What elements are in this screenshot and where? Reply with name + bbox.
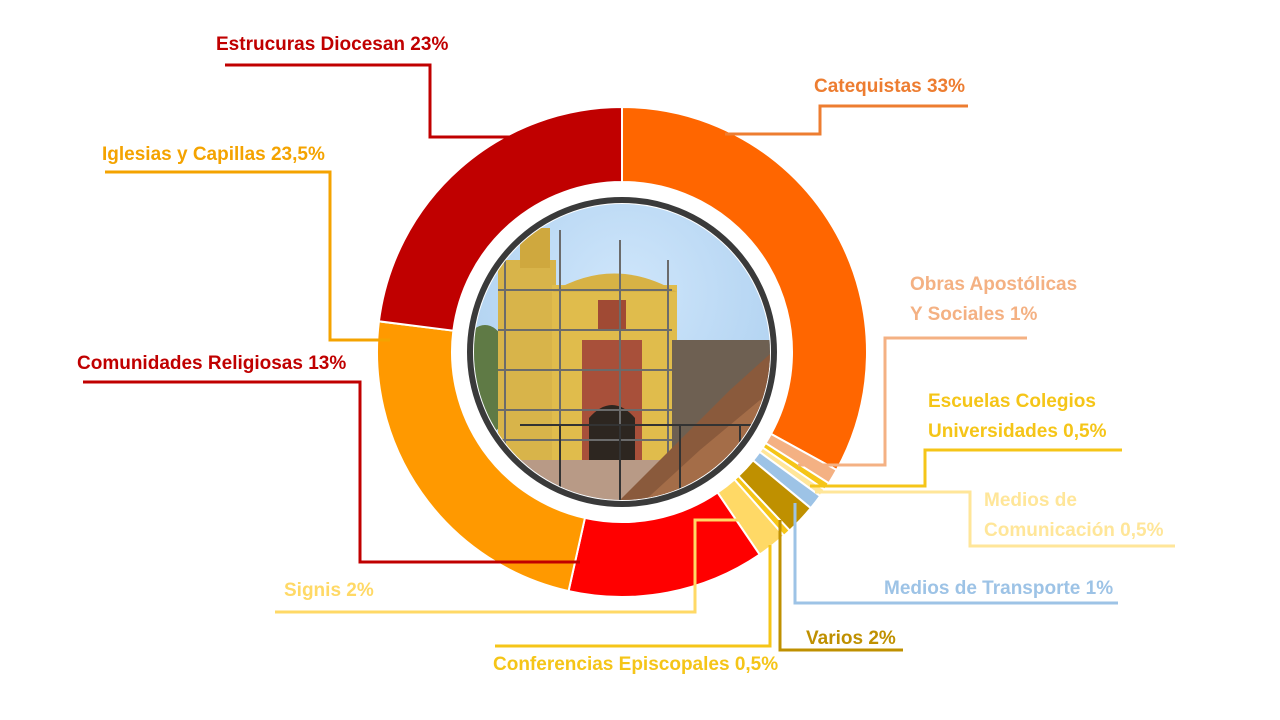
label-comunidades-religiosas: Comunidades Religiosas 13% [77,353,347,374]
label-comunicacion-line1: Medios de [984,490,1077,511]
slice-estrucuras-diocesan [377,105,623,332]
label-estrucuras-diocesan: Estrucuras Diocesan 23% [216,34,449,55]
church-photo [464,194,780,510]
label-signis: Signis 2% [284,580,374,601]
leader-line-iglesias-y-capillas [105,170,390,342]
label-obras-line2: Y Sociales 1% [910,304,1038,325]
label-medios-transporte: Medios de Transporte 1% [884,578,1114,599]
leader-line-varios [778,520,903,652]
label-escuelas-line1: Escuelas Colegios [928,391,1096,412]
leader-line-estrucuras-diocesan [225,63,520,139]
slice-catequistas [621,105,868,472]
leader-line-medios-de-comunicaci-n [815,490,1175,548]
label-escuelas-line2: Universidades 0,5% [928,421,1107,442]
leader-line-comunidades-religiosas [83,380,580,564]
leader-line-escuelas-colegios-universidades [810,448,1122,488]
label-medios-comunicacion: Medios de Comunicación 0,5% [984,486,1164,546]
label-obras-line1: Obras Apostólicas [910,274,1078,295]
label-escuelas-colegios: Escuelas Colegios Universidades 0,5% [928,387,1106,447]
leader-line-catequistas [725,104,968,136]
label-varios: Varios 2% [806,628,896,649]
label-obras-apostolicas: Obras Apostólicas Y Sociales 1% [910,270,1077,330]
leader-line-obras-apost-licas-y-sociales [798,336,1027,467]
label-catequistas: Catequistas 33% [814,76,966,97]
label-comunicacion-line2: Comunicación 0,5% [984,520,1164,541]
leader-line-conferencias-episcopales [495,545,772,648]
label-iglesias-capillas: Iglesias y Capillas 23,5% [102,144,325,165]
leader-line-signis [275,518,760,614]
leader-line-medios-de-transporte [793,503,1118,605]
label-conferencias-episcopales: Conferencias Episcopales 0,5% [493,654,779,675]
